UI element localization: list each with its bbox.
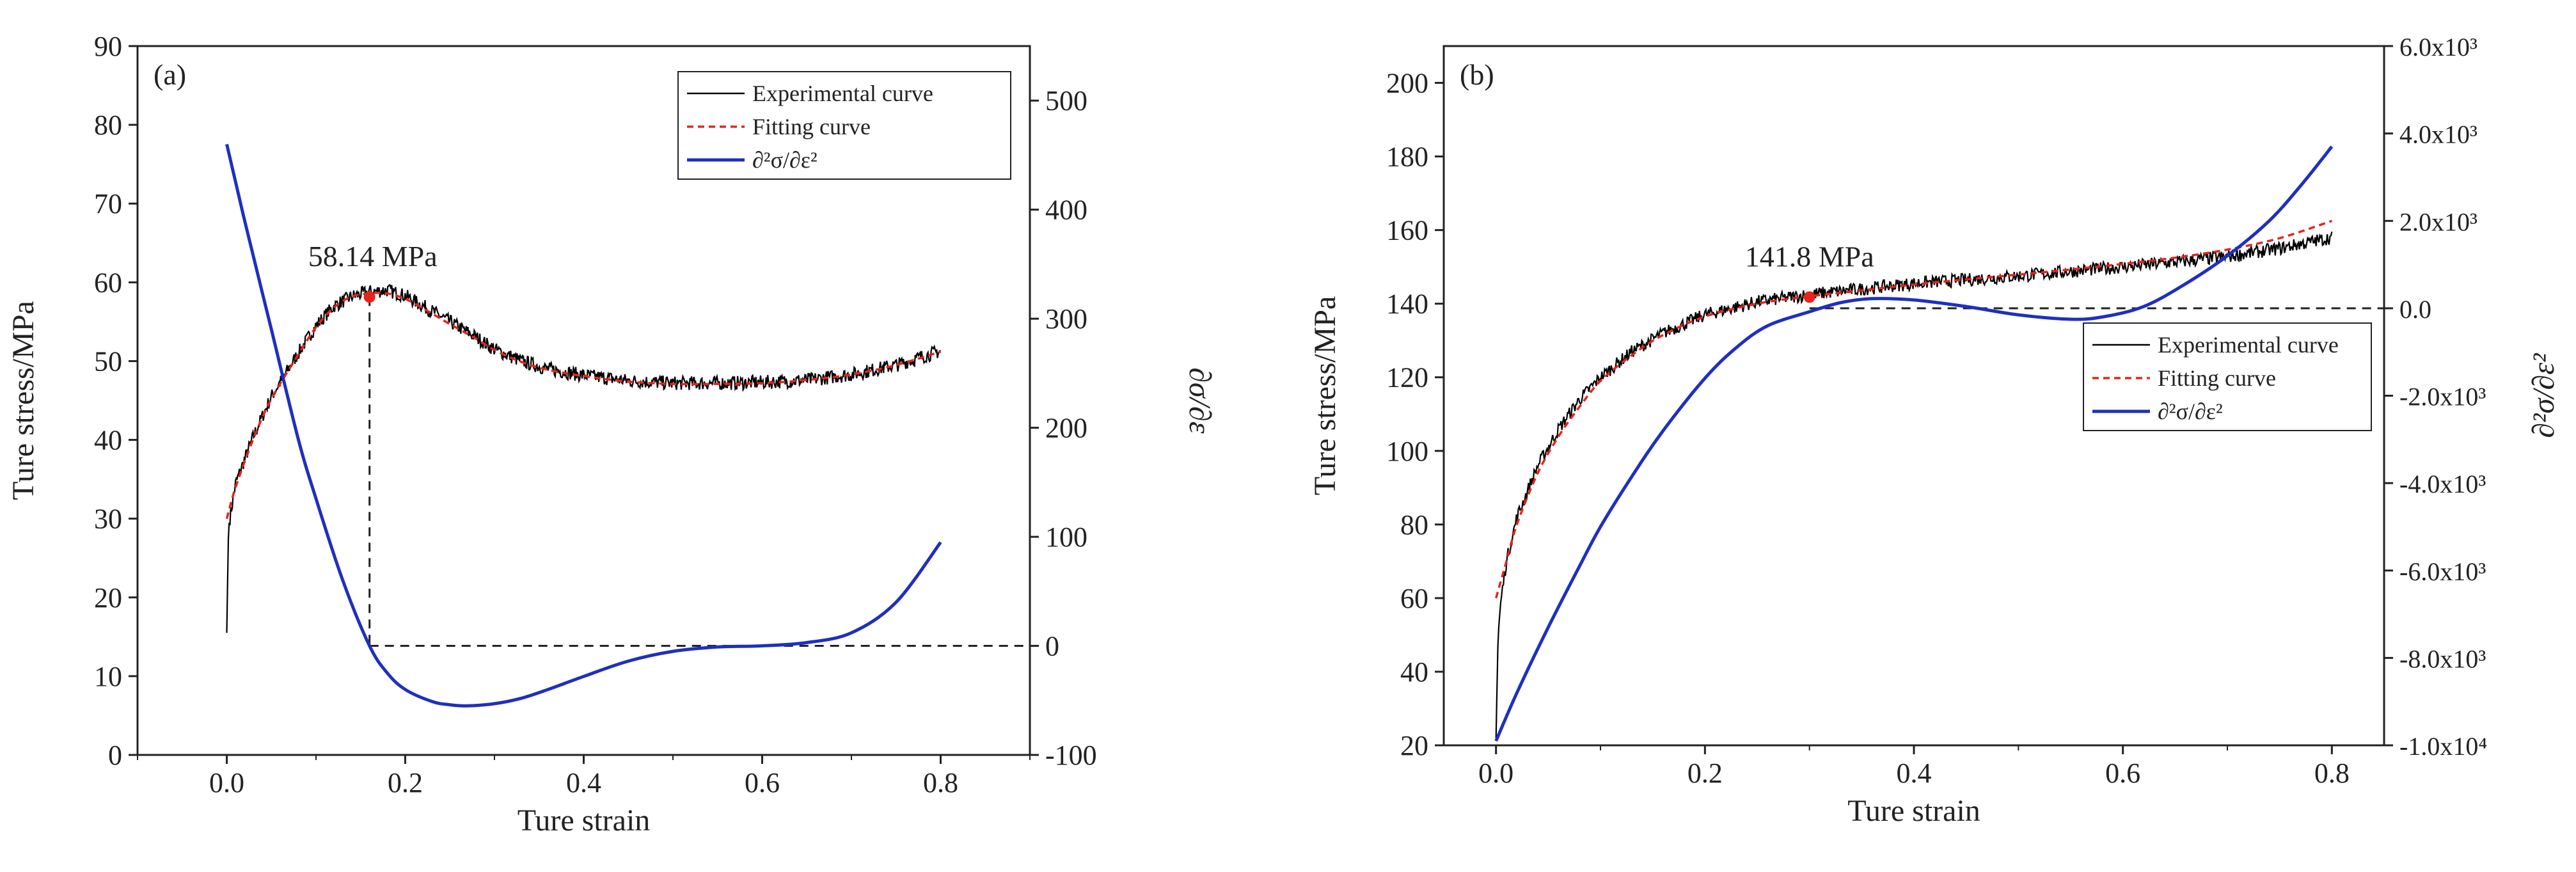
series-second-derivative-curve	[225, 143, 942, 708]
y-tick-label: 0	[108, 740, 122, 771]
plot-area: 0.0 0.2 0.4 0.6 0.8 0 10 20 30 40 50 60 70 80 90 -100 0 1…	[94, 31, 1097, 798]
y2-tick-label: 6.0x10³	[2399, 33, 2477, 61]
panel-label: (a)	[154, 58, 186, 91]
y-tick-label: 40	[1400, 656, 1428, 688]
legend: Experimental curve Fitting curve ∂²σ/∂ε²	[2083, 322, 2372, 431]
y2-tick-label: -2.0x10³	[2399, 383, 2486, 411]
y-tick-label: 80	[94, 109, 122, 141]
series-experimental-curve	[1495, 231, 2333, 738]
critical-stress-annotation: 141.8 MPa	[1745, 240, 1874, 273]
y-tick-label: 100	[1386, 436, 1428, 467]
x-tick-label: 0.4	[1897, 757, 1932, 789]
chart-panel-a: 0.0 0.2 0.4 0.6 0.8 0 10 20 30 40 50 60 70 80 90 -100 0 1…	[6, 31, 1217, 837]
series-fitting-curve	[225, 291, 942, 519]
x-tick-label: 0.6	[2105, 757, 2140, 789]
y2-tick-label: 400	[1045, 194, 1087, 226]
y-tick-label: 90	[94, 31, 122, 62]
y2-tick-label: 300	[1045, 303, 1087, 335]
y2-tick-label: 2.0x10³	[2399, 207, 2477, 236]
series-second-derivative-curve	[1494, 145, 2334, 742]
critical-point-marker	[363, 291, 375, 303]
legend-label: Fitting curve	[2158, 365, 2276, 391]
y-tick-label: 20	[94, 582, 122, 614]
y2-tick-label: -1.0x10⁴	[2399, 732, 2487, 761]
series-group	[1494, 145, 2384, 742]
y-tick-label: 160	[1386, 215, 1428, 246]
y-tick-label: 200	[1386, 68, 1428, 99]
plot-area: 0.0 0.2 0.4 0.6 0.8 20 40 60 80 100 120 140 160 180 20…	[1386, 33, 2487, 789]
y-tick-label: 70	[94, 188, 122, 219]
x-tick-label: 0.2	[1687, 757, 1723, 789]
y-tick-label: 60	[94, 267, 122, 298]
y-tick-label: 40	[94, 425, 122, 456]
legend-label: Experimental curve	[2158, 332, 2339, 358]
y2-tick-label: -100	[1045, 740, 1097, 771]
series-experimental-curve	[226, 284, 941, 633]
y-axis-label: Ture stress/MPa	[6, 301, 40, 500]
x-tick-label: 0.4	[566, 767, 601, 798]
y2-tick-label: -4.0x10³	[2399, 470, 2486, 498]
x-tick-label: 0.8	[2314, 757, 2350, 789]
y2-tick-label: 0	[1045, 631, 1059, 662]
y-tick-label: 140	[1386, 289, 1428, 320]
y2-axis-label: ∂²σ/∂ε²	[2527, 353, 2561, 438]
y-tick-label: 50	[94, 345, 122, 377]
panel-label: (b)	[1460, 58, 1494, 91]
y2-tick-label: -6.0x10³	[2399, 557, 2486, 586]
legend-label: ∂²σ/∂ε²	[752, 147, 818, 173]
y2-tick-label: 500	[1045, 85, 1087, 116]
series-group	[225, 143, 1030, 708]
legend-label: Experimental curve	[752, 81, 933, 106]
y2-tick-label: 100	[1045, 521, 1087, 553]
y2-tick-label: 200	[1045, 413, 1087, 444]
legend-label: ∂²σ/∂ε²	[2158, 399, 2223, 424]
legend: Experimental curve Fitting curve ∂²σ/∂ε²	[677, 71, 1011, 180]
x-axis-label: Ture strain	[518, 804, 651, 837]
x-tick-label: 0.0	[209, 767, 244, 798]
legend-label: Fitting curve	[752, 114, 871, 139]
x-tick-label: 0.0	[1478, 757, 1513, 789]
y-tick-label: 10	[94, 661, 122, 692]
x-tick-label: 0.6	[745, 767, 780, 798]
x-axis-label: Ture strain	[1847, 794, 1980, 828]
y-tick-label: 120	[1386, 362, 1428, 393]
y-tick-label: 60	[1400, 583, 1428, 614]
y-tick-label: 20	[1400, 730, 1428, 761]
y-tick-label: 80	[1400, 509, 1428, 541]
y-tick-label: 30	[94, 503, 122, 535]
y-axis-label: Ture stress/MPa	[1308, 296, 1342, 496]
y2-tick-label: 0.0	[2399, 295, 2431, 324]
critical-point-marker	[1803, 291, 1815, 303]
critical-stress-annotation: 58.14 MPa	[308, 240, 438, 273]
chart-panel-b: 0.0 0.2 0.4 0.6 0.8 20 40 60 80 100 120 140 160 180 20…	[1308, 33, 2561, 828]
y2-tick-label: -8.0x10³	[2399, 644, 2486, 673]
series-fitting-curve	[1495, 219, 2332, 599]
x-tick-label: 0.2	[388, 767, 423, 798]
y2-axis-label: ∂σ/∂ε	[1183, 367, 1217, 433]
y-tick-label: 180	[1386, 141, 1428, 173]
y2-tick-label: 4.0x10³	[2399, 120, 2477, 149]
x-tick-label: 0.8	[923, 767, 958, 798]
